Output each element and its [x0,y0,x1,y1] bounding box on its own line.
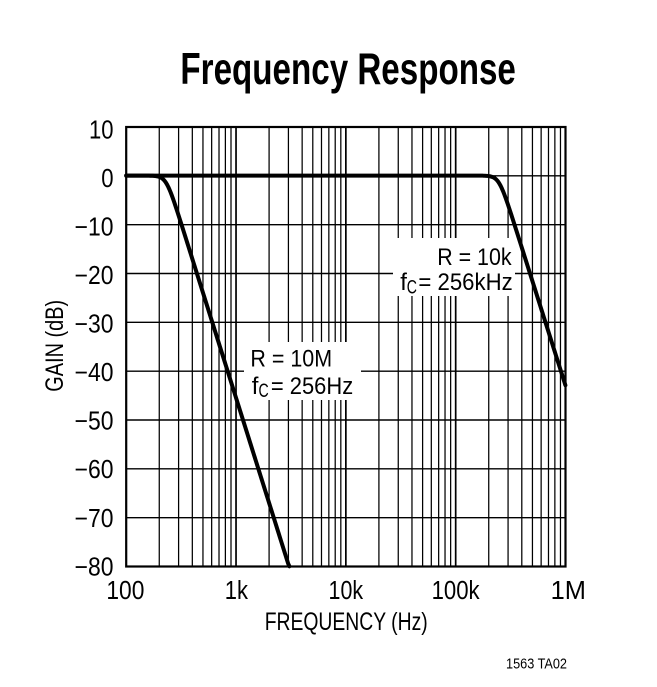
svg-text:1563 TA02: 1563 TA02 [506,657,567,673]
svg-text:R = 10k: R = 10k [437,244,512,271]
svg-text:−70: −70 [75,505,114,533]
svg-text:= 256kHz: = 256kHz [418,269,512,296]
svg-text:100: 100 [106,577,144,605]
svg-text:f: f [400,269,407,296]
svg-text:−80: −80 [75,553,114,581]
svg-text:= 256Hz: = 256Hz [271,373,353,400]
svg-text:−40: −40 [75,359,114,387]
svg-text:0: 0 [101,165,113,193]
svg-text:−60: −60 [75,456,114,484]
svg-text:−50: −50 [75,408,114,436]
svg-text:f: f [252,373,259,400]
svg-text:−30: −30 [75,311,114,339]
svg-text:10k: 10k [329,577,364,605]
svg-text:FREQUENCY (Hz): FREQUENCY (Hz) [265,608,428,636]
svg-text:1k: 1k [225,577,248,605]
svg-text:100k: 100k [432,577,480,605]
svg-text:−10: −10 [75,213,114,241]
svg-text:C: C [407,277,417,298]
svg-text:GAIN (dB): GAIN (dB) [41,300,69,392]
svg-text:1M: 1M [551,577,586,605]
svg-text:10: 10 [89,116,114,144]
svg-text:R = 10M: R = 10M [250,345,332,372]
svg-text:C: C [259,381,269,402]
svg-text:−20: −20 [75,262,114,290]
svg-text:Frequency Response: Frequency Response [180,45,516,94]
